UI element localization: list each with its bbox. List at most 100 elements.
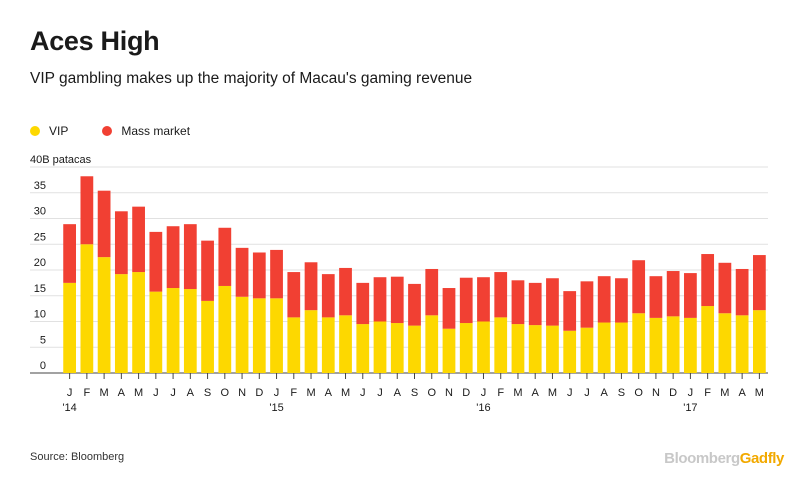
x-tick-label: O (634, 387, 643, 399)
x-tick-label: D (669, 387, 677, 399)
bar-mass-market (546, 278, 559, 326)
legend-label-mass-market: Mass market (121, 124, 191, 138)
x-tick-label: M (513, 387, 522, 399)
x-tick-label: M (100, 387, 109, 399)
x-year-label: '14 (62, 402, 76, 414)
bar-mass-market (718, 262, 732, 314)
bar-mass-market (528, 282, 542, 326)
bar-mass-market (459, 277, 473, 324)
bar-vip (235, 296, 249, 373)
bar-vip (632, 313, 646, 373)
x-tick-label: A (325, 387, 333, 399)
brand-logo: BloombergGadfly (664, 450, 784, 467)
legend-swatch-mass-market (102, 126, 113, 136)
x-tick-label: J (688, 387, 694, 399)
chart-subtitle: VIP gambling makes up the majority of Ma… (30, 70, 473, 87)
y-tick-label: 10 (34, 309, 46, 321)
bar-mass-market (132, 206, 145, 273)
bar-mass-market (563, 291, 577, 331)
bar-vip (80, 244, 94, 373)
x-tick-label: D (255, 387, 263, 399)
x-tick-label: D (462, 387, 470, 399)
bar-vip (114, 274, 128, 373)
bar-mass-market (183, 224, 197, 290)
bar-vip (546, 325, 559, 373)
bar-vip (356, 324, 370, 373)
bar-vip (459, 323, 473, 373)
bar-mass-market (218, 227, 232, 286)
bar-mass-market (97, 190, 111, 258)
bar-mass-market (477, 277, 490, 322)
x-tick-label: A (738, 387, 746, 399)
x-tick-label: S (618, 387, 625, 399)
bar-vip (511, 324, 525, 373)
bar-vip (287, 317, 301, 373)
x-tick-label: J (153, 387, 159, 399)
bar-vip (63, 282, 77, 373)
x-year-label: '17 (683, 402, 697, 414)
bar-vip (373, 321, 387, 373)
x-tick-label: M (341, 387, 350, 399)
bar-mass-market (649, 276, 663, 318)
bar-mass-market (597, 276, 611, 323)
x-tick-label: J (360, 387, 366, 399)
y-tick-label: 15 (34, 283, 46, 295)
bar-mass-market (390, 276, 404, 324)
bar-vip (166, 288, 180, 373)
bar-mass-market (408, 283, 421, 326)
bar-vip (597, 322, 611, 373)
y-axis: 0 5 10 15 20 25 30 35 40B patacas (30, 154, 92, 372)
bar-mass-market (666, 271, 680, 317)
x-tick-label: M (306, 387, 315, 399)
x-tick-label: A (532, 387, 540, 399)
x-tick-label: S (204, 387, 211, 399)
chart-title: Aces High (30, 26, 160, 56)
x-tick-label: N (652, 387, 660, 399)
bar-mass-market (339, 267, 352, 316)
x-tick-label: J (377, 387, 383, 399)
legend-item-vip: VIP (30, 124, 68, 138)
x-tick-label: N (445, 387, 453, 399)
bar-vip (339, 315, 352, 373)
y-tick-label: 0 (40, 360, 46, 372)
x-tick-label: A (601, 387, 609, 399)
legend-item-mass-market: Mass market (102, 124, 190, 138)
x-year-label: '16 (476, 402, 490, 414)
x-tick-label: J (170, 387, 176, 399)
bar-mass-market (63, 224, 77, 283)
bar-mass-market (304, 262, 318, 311)
bar-vip (718, 313, 732, 373)
legend-swatch-vip (30, 126, 40, 136)
bar-vip (270, 298, 283, 373)
bar-mass-market (373, 277, 387, 322)
bar-vip (304, 310, 318, 373)
bar-vip (201, 300, 214, 373)
bar-vip (752, 310, 766, 373)
bar-mass-market (494, 272, 508, 318)
x-tick-label: J (567, 387, 573, 399)
bars (63, 176, 766, 373)
bar-vip (149, 291, 163, 373)
bar-vip (97, 257, 111, 373)
bar-vip (442, 328, 456, 373)
x-tick-label: F (497, 387, 504, 399)
bar-mass-market (442, 288, 456, 329)
bar-vip (252, 298, 266, 373)
bar-vip (528, 325, 542, 373)
bar-mass-market (632, 260, 646, 314)
y-tick-label: 35 (34, 180, 46, 192)
y-tick-label: 30 (34, 206, 46, 218)
bar-vip (494, 317, 508, 373)
bar-vip (183, 289, 197, 373)
x-tick-label: J (67, 387, 73, 399)
bar-mass-market (287, 272, 301, 318)
bar-vip (666, 316, 680, 373)
bar-vip (408, 325, 421, 373)
bar-mass-market (511, 280, 525, 325)
x-tick-label: F (704, 387, 711, 399)
source-note: Source: Bloomberg (30, 451, 125, 463)
bar-mass-market (425, 268, 439, 316)
bar-vip (321, 317, 335, 373)
x-tick-label: A (394, 387, 402, 399)
